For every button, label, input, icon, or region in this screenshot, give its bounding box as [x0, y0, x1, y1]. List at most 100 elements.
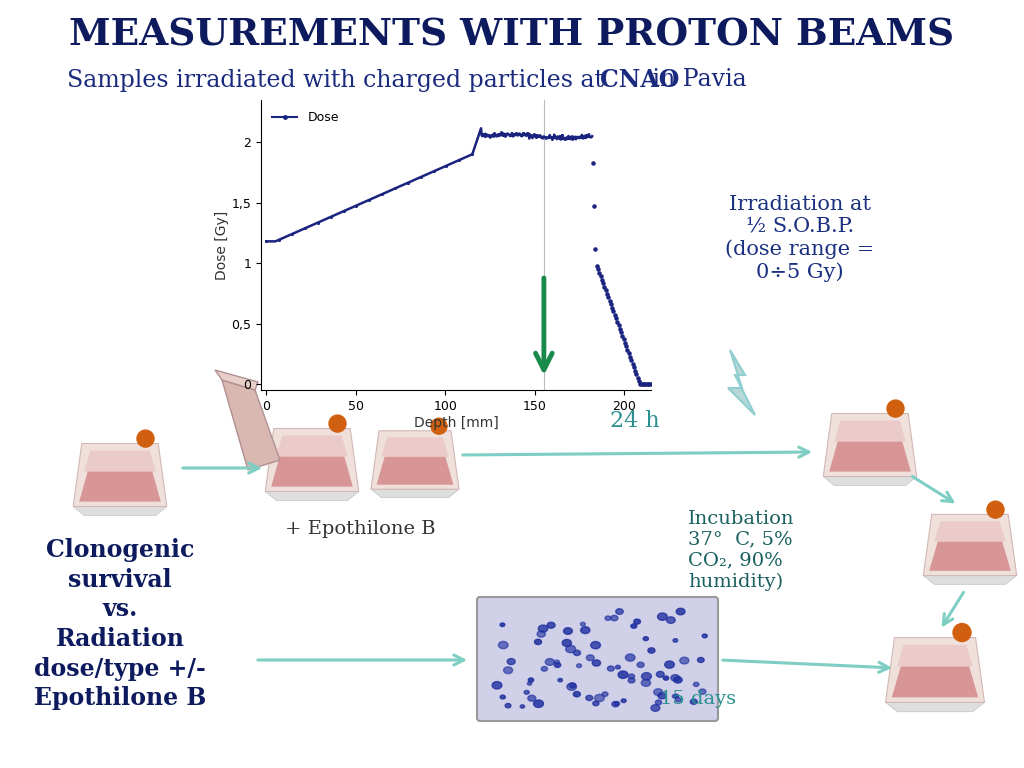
Ellipse shape	[618, 671, 628, 678]
Polygon shape	[897, 645, 973, 667]
Ellipse shape	[573, 691, 581, 697]
Ellipse shape	[595, 694, 604, 702]
Circle shape	[887, 400, 904, 417]
Ellipse shape	[658, 693, 667, 699]
Ellipse shape	[656, 671, 665, 677]
Text: 15 days: 15 days	[660, 690, 736, 708]
Polygon shape	[371, 431, 459, 489]
Ellipse shape	[504, 667, 513, 674]
Ellipse shape	[577, 664, 582, 667]
Text: MEASUREMENTS WITH PROTON BEAMS: MEASUREMENTS WITH PROTON BEAMS	[70, 16, 954, 54]
Ellipse shape	[537, 631, 546, 637]
Ellipse shape	[674, 677, 682, 683]
Legend: Dose: Dose	[267, 106, 344, 129]
Ellipse shape	[631, 624, 637, 628]
Ellipse shape	[592, 660, 600, 666]
Polygon shape	[265, 429, 358, 492]
Ellipse shape	[554, 663, 561, 667]
Ellipse shape	[702, 634, 708, 637]
Polygon shape	[377, 457, 454, 485]
Polygon shape	[829, 442, 910, 472]
Ellipse shape	[567, 683, 577, 690]
Polygon shape	[276, 435, 348, 456]
Ellipse shape	[499, 641, 508, 649]
Ellipse shape	[675, 697, 681, 702]
Circle shape	[137, 430, 154, 447]
Ellipse shape	[610, 615, 617, 621]
Ellipse shape	[648, 648, 655, 653]
Ellipse shape	[657, 613, 668, 621]
Ellipse shape	[615, 609, 624, 614]
X-axis label: Depth [mm]: Depth [mm]	[414, 415, 499, 429]
Ellipse shape	[615, 665, 621, 669]
Polygon shape	[823, 413, 916, 476]
Ellipse shape	[690, 699, 697, 704]
Circle shape	[431, 419, 447, 434]
Polygon shape	[271, 456, 353, 487]
Ellipse shape	[664, 676, 669, 680]
Ellipse shape	[565, 645, 575, 653]
Text: Irradiation at
½ S.O.B.P.
(dose range =
0÷5 Gy): Irradiation at ½ S.O.B.P. (dose range = …	[725, 195, 874, 282]
Text: CNAO: CNAO	[600, 68, 679, 92]
Ellipse shape	[634, 619, 640, 624]
Text: in Pavia: in Pavia	[645, 68, 746, 91]
Circle shape	[329, 415, 346, 432]
Polygon shape	[265, 492, 358, 501]
Ellipse shape	[539, 625, 548, 632]
Ellipse shape	[673, 694, 678, 698]
Ellipse shape	[697, 657, 705, 663]
Polygon shape	[79, 472, 161, 502]
Text: 24 h: 24 h	[610, 410, 659, 432]
Polygon shape	[381, 437, 449, 457]
Polygon shape	[892, 667, 978, 697]
Ellipse shape	[651, 704, 659, 711]
Ellipse shape	[500, 623, 505, 627]
Polygon shape	[924, 575, 1017, 584]
Ellipse shape	[593, 701, 599, 706]
Ellipse shape	[527, 695, 536, 701]
Ellipse shape	[641, 680, 650, 687]
Text: Samples irradiated with charged particles at: Samples irradiated with charged particle…	[67, 68, 611, 91]
Polygon shape	[886, 703, 984, 712]
Ellipse shape	[527, 682, 531, 685]
Ellipse shape	[665, 661, 675, 668]
Ellipse shape	[643, 637, 648, 641]
Ellipse shape	[637, 662, 644, 667]
Ellipse shape	[507, 658, 515, 664]
Polygon shape	[74, 443, 167, 507]
Ellipse shape	[542, 667, 548, 671]
Ellipse shape	[534, 700, 544, 707]
Polygon shape	[929, 541, 1011, 571]
Ellipse shape	[591, 641, 600, 649]
Ellipse shape	[622, 699, 626, 703]
Ellipse shape	[524, 690, 529, 694]
Ellipse shape	[558, 678, 562, 682]
Polygon shape	[215, 370, 258, 390]
Ellipse shape	[528, 678, 534, 682]
Ellipse shape	[641, 673, 651, 680]
Ellipse shape	[520, 705, 524, 708]
Ellipse shape	[581, 627, 590, 634]
Polygon shape	[84, 451, 156, 472]
Polygon shape	[74, 507, 167, 515]
Polygon shape	[835, 421, 905, 442]
Ellipse shape	[569, 683, 575, 688]
Text: Clonogenic
survival
vs.
Radiation
dose/type +/-
Epothilone B: Clonogenic survival vs. Radiation dose/t…	[34, 538, 206, 710]
Ellipse shape	[673, 639, 678, 642]
Ellipse shape	[667, 617, 675, 624]
Polygon shape	[924, 515, 1017, 575]
Y-axis label: Dose [Gy]: Dose [Gy]	[215, 210, 228, 280]
Ellipse shape	[535, 639, 542, 644]
Polygon shape	[222, 380, 280, 470]
Polygon shape	[371, 489, 459, 498]
Ellipse shape	[605, 616, 611, 621]
Ellipse shape	[505, 703, 511, 708]
Ellipse shape	[546, 658, 554, 665]
Ellipse shape	[573, 650, 581, 656]
Ellipse shape	[680, 657, 689, 664]
Ellipse shape	[554, 660, 559, 664]
Polygon shape	[934, 521, 1006, 541]
Polygon shape	[886, 637, 984, 703]
Ellipse shape	[500, 695, 505, 699]
Ellipse shape	[614, 702, 620, 706]
